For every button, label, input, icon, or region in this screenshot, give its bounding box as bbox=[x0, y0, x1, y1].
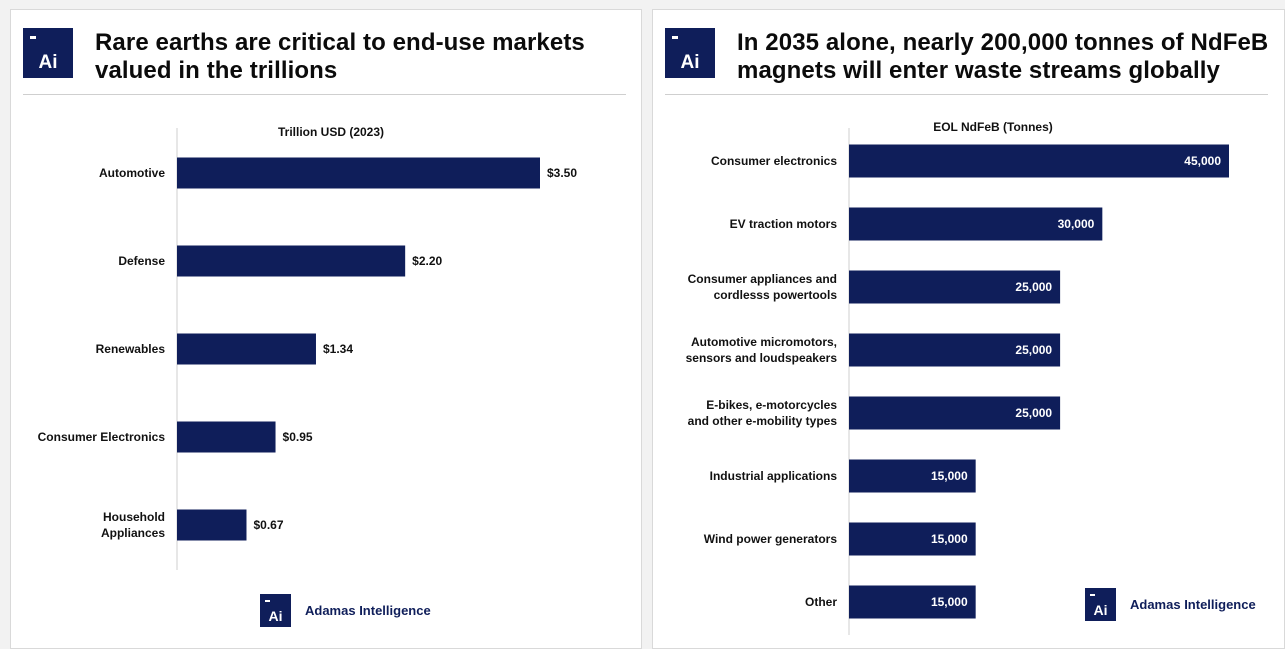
category-label-line: and other e-mobility types bbox=[688, 414, 838, 428]
adamas-logo-icon: Ai bbox=[260, 594, 291, 627]
bar bbox=[177, 421, 276, 453]
category-label: Renewables bbox=[96, 342, 166, 356]
category-label: EV traction motors bbox=[730, 217, 838, 231]
category-label: Defense bbox=[118, 254, 165, 268]
value-label: 15,000 bbox=[931, 532, 968, 546]
value-label: $0.95 bbox=[283, 430, 313, 444]
category-label-line: Appliances bbox=[101, 526, 165, 540]
value-label: 15,000 bbox=[931, 595, 968, 609]
category-label-line: Consumer appliances and bbox=[688, 272, 837, 286]
category-label-line: Automotive bbox=[99, 166, 165, 180]
category-label-line: Defense bbox=[118, 254, 165, 268]
brand-name: Adamas Intelligence bbox=[1130, 597, 1256, 612]
value-label: $0.67 bbox=[253, 518, 283, 532]
value-label: 15,000 bbox=[931, 469, 968, 483]
bar bbox=[849, 585, 976, 619]
value-label: 25,000 bbox=[1015, 406, 1052, 420]
category-label-line: Renewables bbox=[96, 342, 166, 356]
bar bbox=[849, 207, 1103, 241]
category-label-line: cordlesss powertools bbox=[714, 288, 838, 302]
logo-text: Ai bbox=[1093, 602, 1108, 618]
title-divider bbox=[665, 94, 1268, 95]
category-label: E-bikes, e-motorcycles and other e-mobili… bbox=[688, 398, 838, 428]
left-title-line-1: Rare earths are critical to end-use mark… bbox=[95, 29, 585, 56]
category-label-line: Consumer Electronics bbox=[38, 430, 166, 444]
category-label: Automotive bbox=[99, 166, 165, 180]
bar bbox=[849, 396, 1061, 430]
value-label: 45,000 bbox=[1184, 154, 1221, 168]
bar bbox=[177, 333, 316, 365]
category-label-line: Wind power generators bbox=[704, 532, 838, 546]
value-label: $2.20 bbox=[412, 254, 442, 268]
category-label: Industrial applications bbox=[710, 469, 838, 483]
bar bbox=[849, 522, 976, 556]
ndfeb-waste-bar-chart: EOL NdFeB (Tonnes) Consumer electronics 45… bbox=[686, 120, 1229, 635]
bar bbox=[177, 245, 406, 277]
category-label-line: E-bikes, e-motorcycles bbox=[706, 398, 837, 412]
category-label: Consumer Electronics bbox=[38, 430, 166, 444]
bar bbox=[849, 270, 1061, 304]
category-label: Other bbox=[805, 595, 837, 609]
bar bbox=[177, 509, 247, 541]
left-panel: Ai Rare earths are critical to end-use m… bbox=[10, 9, 642, 649]
adamas-logo-icon: Ai bbox=[665, 28, 715, 78]
value-label: 25,000 bbox=[1015, 280, 1052, 294]
right-title-line-1: In 2035 alone, nearly 200,000 tonnes of … bbox=[737, 29, 1269, 56]
logo-text: Ai bbox=[680, 52, 700, 73]
category-label-line: Industrial applications bbox=[710, 469, 838, 483]
market-value-bar-chart: Trillion USD (2023) Automotive $3.50 Defens… bbox=[38, 125, 577, 570]
value-label: $1.34 bbox=[323, 342, 353, 356]
category-label-line: EV traction motors bbox=[730, 217, 838, 231]
brand-name: Adamas Intelligence bbox=[305, 603, 431, 618]
category-label-line: Consumer electronics bbox=[711, 154, 837, 168]
category-label: Consumer appliances and cordlesss powerto… bbox=[688, 272, 838, 302]
bar bbox=[849, 333, 1061, 367]
category-label-line: sensors and loudspeakers bbox=[686, 351, 838, 365]
bar bbox=[849, 459, 976, 493]
right-panel-title: In 2035 alone, nearly 200,000 tonnes of … bbox=[737, 29, 1268, 85]
right-panel: Ai In 2035 alone, nearly 200,000 tonnes … bbox=[652, 9, 1285, 649]
right-title-line-2: magnets will enter waste streams globall… bbox=[737, 57, 1220, 84]
chart-title: Trillion USD (2023) bbox=[278, 125, 384, 139]
logo-text: Ai bbox=[268, 608, 283, 624]
chart-title: EOL NdFeB (Tonnes) bbox=[933, 120, 1053, 134]
category-label-line: Other bbox=[805, 595, 837, 609]
category-label: Household Appliances bbox=[101, 510, 165, 540]
left-title-line-2: valued in the trillions bbox=[95, 57, 338, 84]
left-panel-title: Rare earths are critical to end-use mark… bbox=[95, 29, 585, 85]
category-label-line: Automotive micromotors, bbox=[691, 335, 837, 349]
value-label: 25,000 bbox=[1015, 343, 1052, 357]
bar bbox=[849, 144, 1229, 178]
value-label: 30,000 bbox=[1058, 217, 1095, 231]
category-label-line: Household bbox=[103, 510, 165, 524]
value-label: $3.50 bbox=[547, 166, 577, 180]
adamas-logo-icon: Ai bbox=[1085, 588, 1116, 621]
adamas-logo-icon: Ai bbox=[23, 28, 73, 78]
bar bbox=[177, 157, 540, 189]
category-label: Automotive micromotors, sensors and louds… bbox=[686, 335, 838, 365]
category-label: Consumer electronics bbox=[711, 154, 837, 168]
category-label: Wind power generators bbox=[704, 532, 838, 546]
logo-text: Ai bbox=[38, 52, 58, 73]
title-divider bbox=[23, 94, 626, 95]
